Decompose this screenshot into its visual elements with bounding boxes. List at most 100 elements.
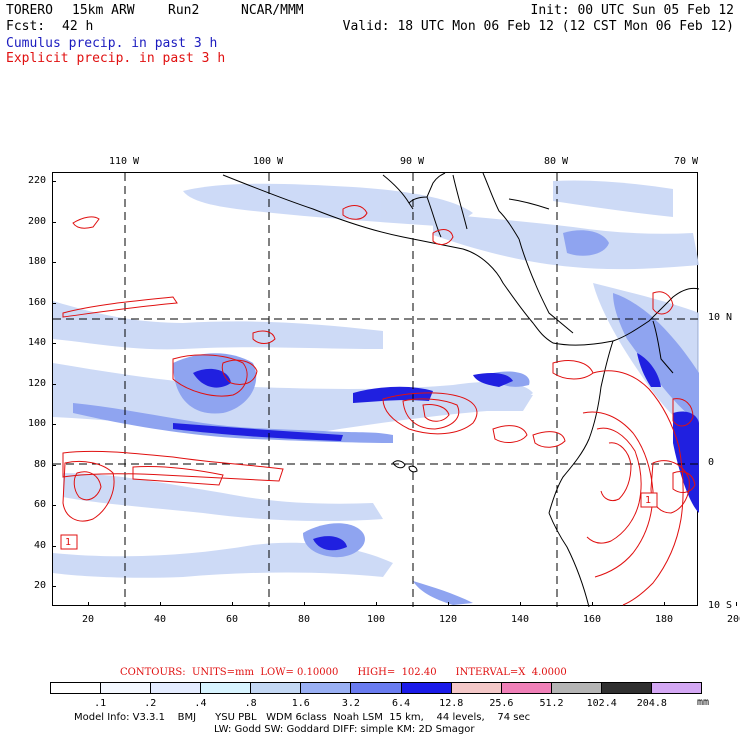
contour-label-right: 1 bbox=[645, 495, 652, 506]
axis-tick bbox=[448, 602, 449, 606]
colorbar-swatch bbox=[51, 683, 102, 693]
left-axis-label: 160 bbox=[27, 296, 46, 308]
axis-tick bbox=[52, 464, 56, 466]
colorbar-swatch bbox=[501, 683, 552, 693]
colorbar-tick-label: .2 bbox=[144, 698, 157, 709]
axis-tick bbox=[160, 602, 161, 606]
left-axis-label: 20 bbox=[33, 580, 46, 591]
colorbar-swatch bbox=[101, 683, 152, 693]
axis-tick bbox=[52, 343, 56, 344]
colorbar-tick-label: .8 bbox=[244, 698, 257, 709]
fcst-value: 42 h bbox=[62, 19, 94, 34]
axis-tick bbox=[52, 302, 56, 304]
axis-tick bbox=[52, 383, 56, 385]
top-axis-label: 90 W bbox=[399, 156, 425, 167]
explicit-legend: Explicit precip. in past 3 h bbox=[6, 51, 226, 66]
axis-tick bbox=[52, 424, 56, 425]
colorbar-tick-label: 12.8 bbox=[439, 698, 464, 709]
model-info-line2: LW: Godd SW: Goddard DIFF: simple KM: 2D… bbox=[214, 724, 475, 735]
colorbar-tick-label: .4 bbox=[194, 698, 207, 709]
axis-tick bbox=[376, 602, 377, 606]
axis-tick bbox=[592, 602, 593, 606]
colorbar-tick-label: 102.4 bbox=[586, 698, 617, 709]
colorbar-tick-label: .1 bbox=[94, 698, 107, 709]
axis-tick bbox=[304, 602, 305, 606]
bottom-axis-label: 160 bbox=[582, 614, 602, 625]
cumulus-dark-shading bbox=[173, 353, 699, 551]
colorbar-units: mm bbox=[697, 697, 710, 708]
colorbar-swatch bbox=[251, 683, 302, 693]
top-axis-label: 100 W bbox=[252, 156, 284, 167]
colorbar-swatch bbox=[151, 683, 202, 693]
bottom-axis-label: 40 bbox=[153, 614, 167, 625]
bottom-axis-label: 60 bbox=[225, 614, 239, 625]
coastlines bbox=[222, 173, 699, 607]
axis-tick bbox=[52, 221, 56, 223]
colorbar-swatch bbox=[451, 683, 502, 693]
bottom-axis-label: 100 bbox=[366, 614, 386, 625]
left-axis-label: 80 bbox=[33, 458, 46, 470]
right-axis-label: 0 bbox=[708, 457, 715, 468]
left-axis-label: 120 bbox=[27, 377, 46, 389]
bottom-axis-label: 80 bbox=[297, 614, 311, 625]
left-axis-label: 200 bbox=[27, 215, 46, 227]
lat-lon-grid bbox=[53, 173, 699, 607]
axis-tick bbox=[52, 545, 56, 547]
colorbar-swatch bbox=[551, 683, 602, 693]
axis-tick bbox=[88, 602, 89, 606]
cumulus-legend: Cumulus precip. in past 3 h bbox=[6, 36, 218, 51]
top-axis-label: 80 W bbox=[543, 156, 569, 167]
right-axis-label: 10 N bbox=[708, 312, 733, 323]
top-axis-label: 70 W bbox=[673, 156, 699, 167]
left-axis-label: 40 bbox=[33, 539, 46, 551]
colorbar-tick-label: 25.6 bbox=[489, 698, 514, 709]
axis-tick bbox=[52, 181, 56, 182]
model-name: TORERO bbox=[6, 3, 53, 18]
colorbar-tick-label: 6.4 bbox=[392, 698, 411, 709]
axis-tick bbox=[52, 262, 56, 263]
axis-tick bbox=[232, 602, 233, 606]
top-axis-label: 110 W bbox=[108, 156, 140, 167]
run-label: Run2 bbox=[168, 3, 200, 18]
left-axis-label: 220 bbox=[27, 175, 46, 186]
colorbar-swatch bbox=[301, 683, 352, 693]
colorbar-tick-label: 204.8 bbox=[636, 698, 667, 709]
colorbar-tick-label: 3.2 bbox=[341, 698, 360, 709]
init-time: Init: 00 UTC Sun 05 Feb 12 bbox=[530, 3, 735, 18]
axis-tick bbox=[52, 586, 56, 587]
bottom-axis-label: 20 bbox=[81, 614, 95, 625]
bottom-axis-label: 140 bbox=[510, 614, 530, 625]
colorbar-swatch bbox=[351, 683, 402, 693]
model-info-line1: Model Info: V3.3.1 BMJ YSU PBL WDM 6clas… bbox=[74, 712, 531, 723]
contour-label-boxes bbox=[60, 492, 658, 550]
colorbar-swatch bbox=[401, 683, 452, 693]
axis-tick bbox=[52, 505, 56, 506]
colorbar-swatch bbox=[201, 683, 252, 693]
map-canvas bbox=[53, 173, 699, 607]
model-resolution: 15km ARW bbox=[72, 3, 135, 18]
valid-time: Valid: 18 UTC Mon 06 Feb 12 (12 CST Mon … bbox=[342, 19, 734, 34]
fcst-label: Fcst: bbox=[6, 19, 46, 34]
axis-tick bbox=[664, 602, 665, 606]
contours-info: CONTOURS: UNITS=mm LOW= 0.10000 HIGH= 10… bbox=[120, 667, 567, 678]
left-axis-label: 180 bbox=[27, 256, 46, 267]
bottom-axis-label: 120 bbox=[438, 614, 458, 625]
left-axis-label: 100 bbox=[27, 418, 46, 429]
bottom-axis-label: 180 bbox=[654, 614, 674, 625]
axis-tick bbox=[520, 602, 521, 606]
precip-colorbar bbox=[50, 682, 702, 694]
contour-label-left: 1 bbox=[65, 537, 72, 548]
colorbar-tick-label: 51.2 bbox=[539, 698, 564, 709]
axis-tick bbox=[736, 602, 737, 606]
colorbar-tick-label: 1.6 bbox=[291, 698, 310, 709]
left-axis-label: 60 bbox=[33, 499, 46, 510]
bottom-axis-label: 200 bbox=[726, 614, 740, 625]
left-axis-label: 140 bbox=[27, 337, 46, 348]
precip-map-plot: 1 1 bbox=[52, 172, 699, 607]
colorbar-swatch bbox=[601, 683, 652, 693]
explicit-precip-contours bbox=[62, 205, 696, 606]
colorbar-swatch bbox=[651, 683, 702, 693]
org-label: NCAR/MMM bbox=[241, 3, 304, 18]
right-axis-label: 10 S bbox=[708, 600, 733, 611]
